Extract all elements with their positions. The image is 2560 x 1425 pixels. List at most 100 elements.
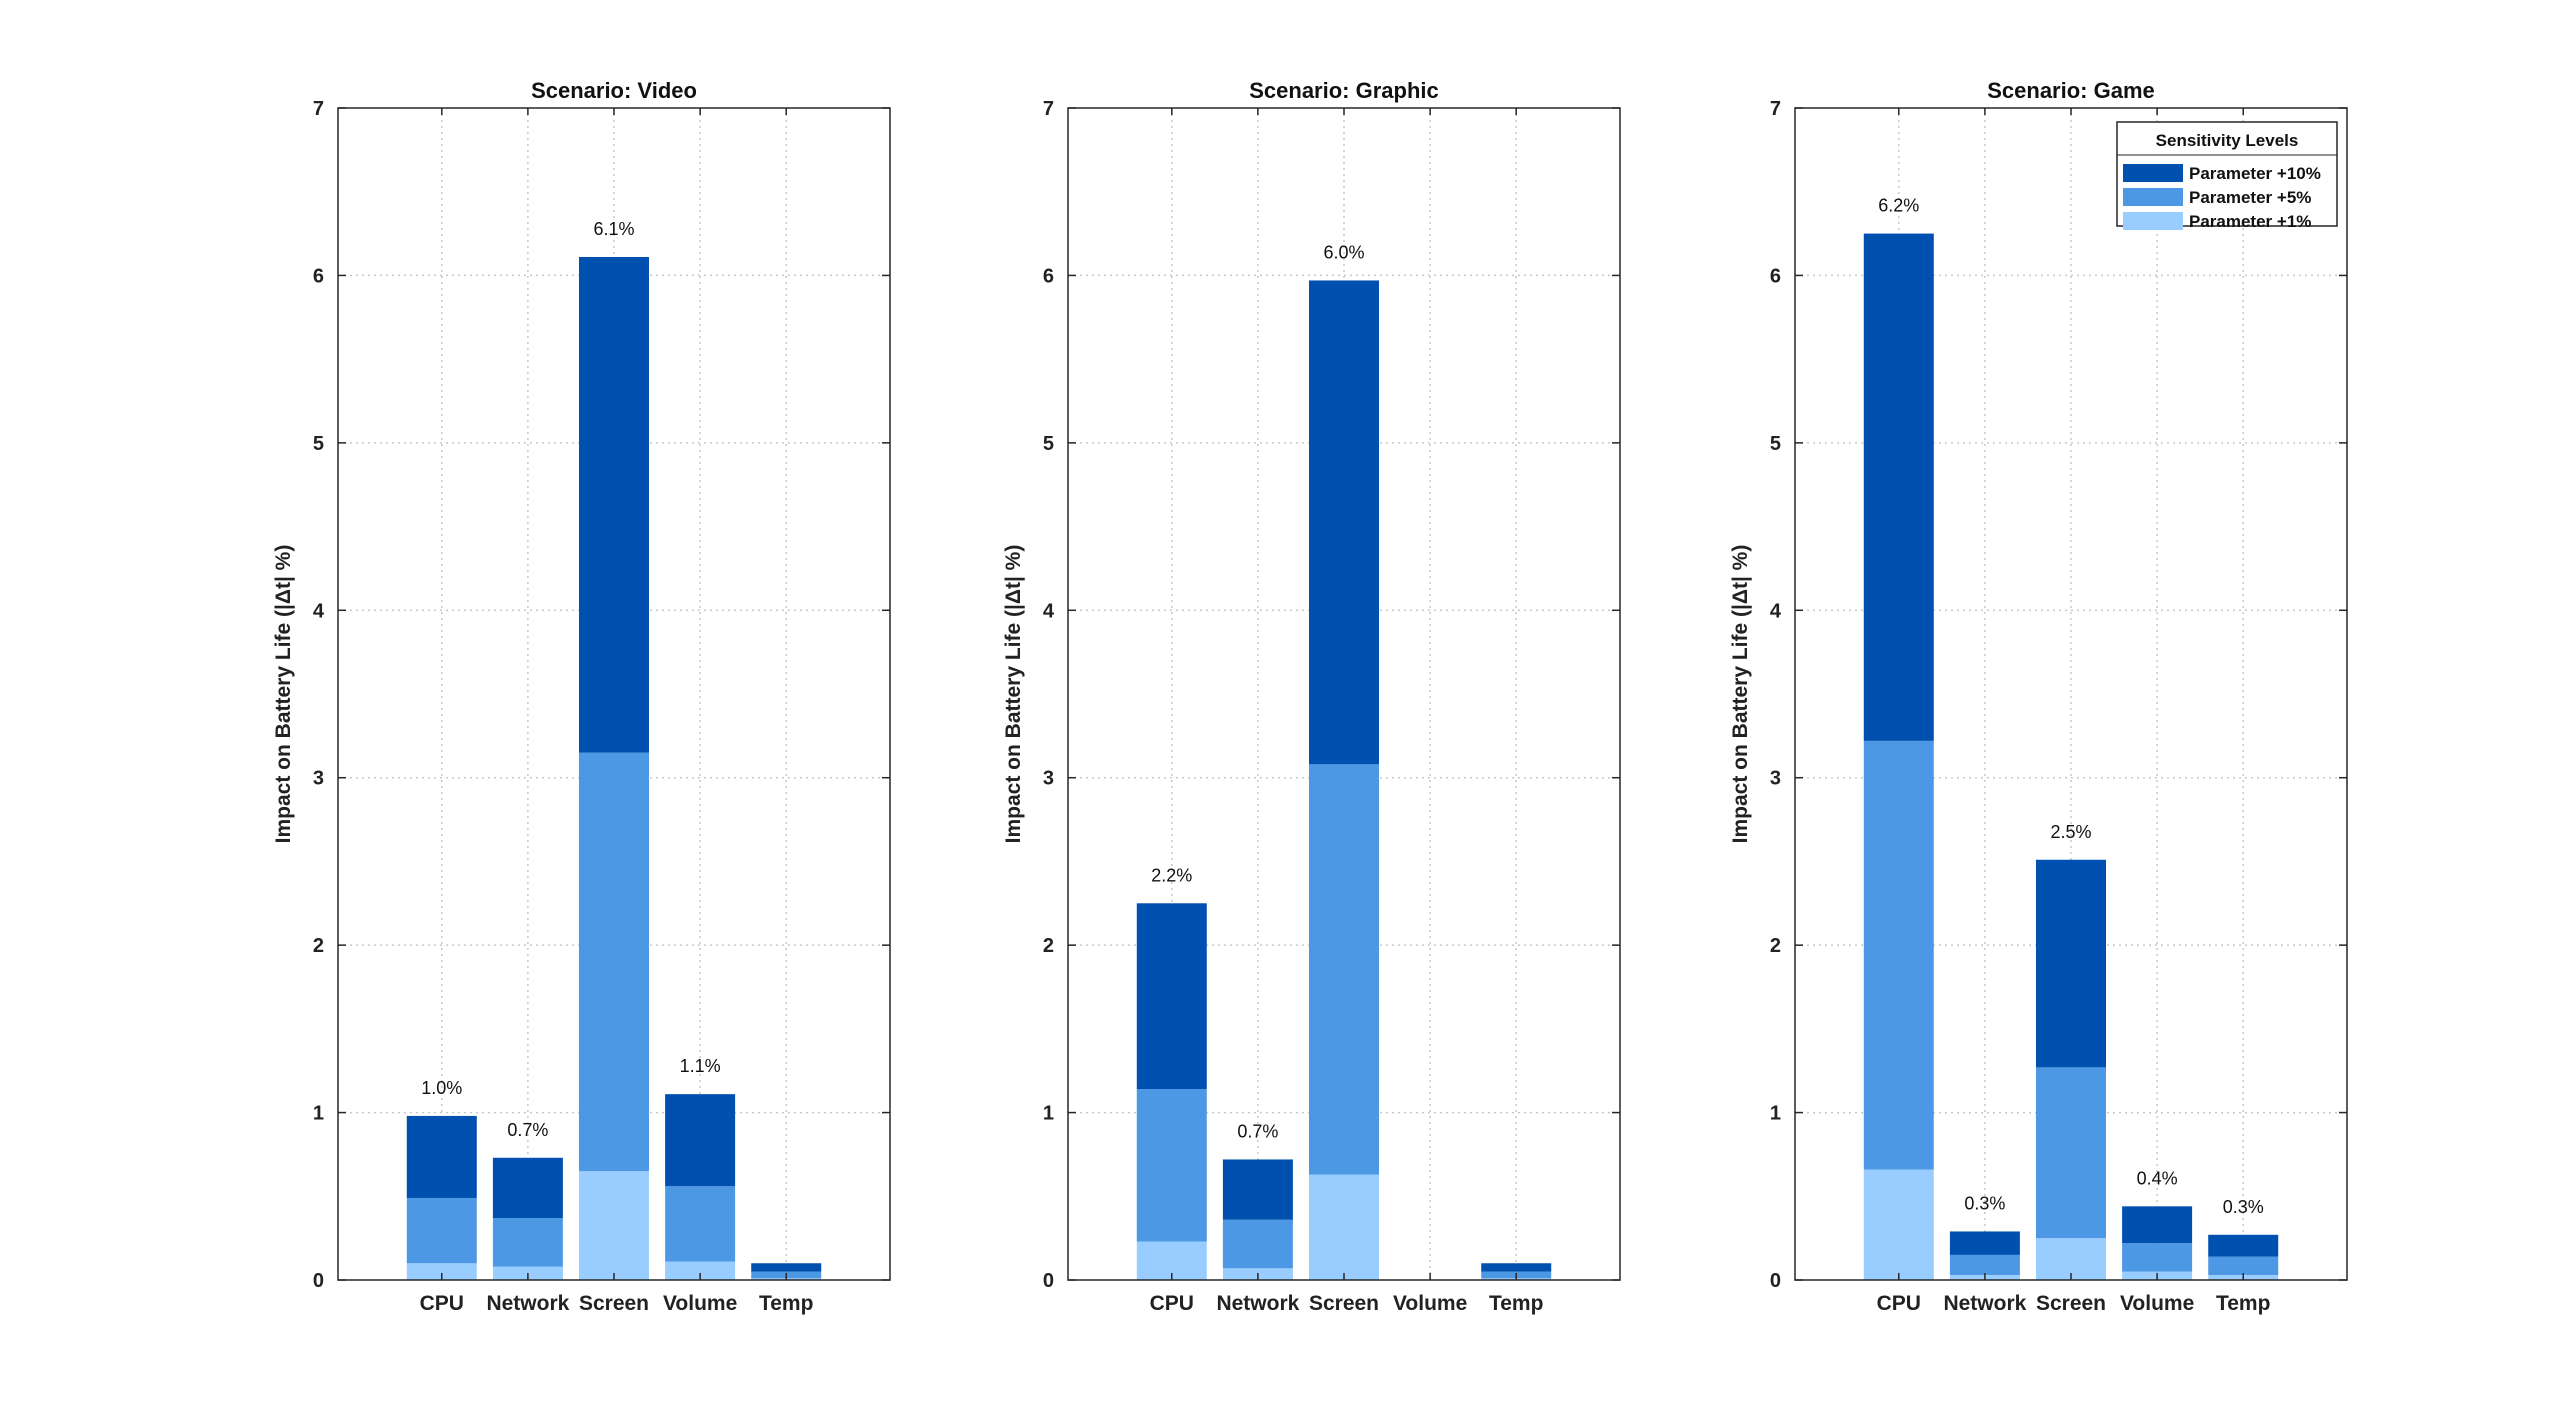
- x-tick-label: Temp: [759, 1292, 813, 1315]
- panel-title: Scenario: Video: [531, 78, 697, 103]
- bar-value-label: 6.0%: [1323, 242, 1364, 262]
- x-tick-label: Volume: [663, 1292, 737, 1315]
- bar-cpu-parameter5: [1863, 740, 1934, 1170]
- bar-screen-parameter5: [2036, 1067, 2106, 1239]
- x-tick-label: Screen: [2036, 1292, 2106, 1315]
- bar-volume-parameter1: [665, 1261, 736, 1280]
- bar-cpu-parameter1: [406, 1263, 477, 1280]
- bar-value-label: 1.1%: [680, 1056, 721, 1076]
- y-tick-label: 6: [1770, 265, 1781, 287]
- bar-screen-parameter10: [579, 257, 649, 753]
- legend-title: Sensitivity Levels: [2156, 131, 2299, 150]
- x-tick-label: Screen: [1309, 1292, 1379, 1315]
- bar-temp-parameter10: [2208, 1234, 2279, 1257]
- x-tick-label: Network: [1943, 1292, 2026, 1315]
- legend-entry-label: Parameter +1%: [2189, 212, 2311, 231]
- x-tick-label: CPU: [1150, 1292, 1194, 1315]
- bar-screen-parameter10: [1309, 280, 1379, 765]
- y-tick-label: 2: [313, 935, 324, 957]
- y-tick-label: 4: [313, 600, 325, 622]
- legend-swatch: [2123, 212, 2183, 230]
- bar-screen-parameter5: [579, 752, 649, 1172]
- y-axis-label: Impact on Battery Life (|Δt| %): [272, 545, 295, 844]
- y-tick-label: 7: [1770, 98, 1781, 120]
- bar-network-parameter10: [492, 1157, 563, 1219]
- panel-title: Scenario: Graphic: [1249, 78, 1439, 103]
- y-tick-label: 7: [313, 98, 324, 120]
- bar-cpu-parameter10: [1863, 233, 1934, 741]
- x-tick-label: Volume: [1393, 1292, 1467, 1315]
- bar-value-label: 6.2%: [1878, 196, 1919, 216]
- y-tick-label: 0: [1770, 1270, 1781, 1292]
- bar-network-parameter10: [1949, 1231, 2020, 1255]
- bar-volume-parameter10: [2122, 1206, 2193, 1244]
- y-tick-label: 1: [313, 1103, 324, 1125]
- y-tick-label: 2: [1770, 935, 1781, 957]
- bar-volume-parameter5: [2122, 1243, 2193, 1272]
- y-tick-label: 4: [1043, 600, 1055, 622]
- bar-volume-parameter10: [665, 1094, 736, 1187]
- x-tick-label: Temp: [1489, 1292, 1543, 1315]
- x-tick-label: Volume: [2120, 1292, 2194, 1315]
- y-tick-label: 0: [313, 1270, 324, 1292]
- bar-cpu-parameter5: [1136, 1089, 1207, 1242]
- bar-cpu-parameter1: [1863, 1169, 1934, 1280]
- bar-cpu-parameter5: [406, 1197, 477, 1264]
- x-tick-label: Network: [1216, 1292, 1299, 1315]
- x-tick-label: Screen: [579, 1292, 649, 1315]
- bar-cpu-parameter10: [406, 1115, 477, 1198]
- bar-screen-parameter1: [579, 1171, 649, 1280]
- chart-panel-1: 2.2% CPU 0.7% Network 6.0% Screen Volume Temp 0 1…: [1002, 78, 1621, 1315]
- chart-panel-2: 6.2% CPU 0.3% Network 2.5% Screen 0.4% Volume 0.…: [1729, 78, 2348, 1315]
- bar-value-label: 6.1%: [593, 219, 634, 239]
- bar-volume-parameter5: [665, 1186, 736, 1262]
- y-tick-label: 5: [313, 433, 324, 455]
- bar-screen-parameter5: [1309, 764, 1379, 1175]
- y-tick-label: 3: [1043, 768, 1054, 790]
- y-tick-label: 4: [1770, 600, 1782, 622]
- y-tick-label: 0: [1043, 1270, 1054, 1292]
- x-tick-label: CPU: [1877, 1292, 1921, 1315]
- axes-box: [1794, 107, 2348, 1281]
- x-tick-label: CPU: [420, 1292, 464, 1315]
- bar-value-label: 0.3%: [1964, 1193, 2005, 1213]
- bar-value-label: 2.5%: [2050, 822, 2091, 842]
- bar-screen-parameter1: [1309, 1174, 1379, 1280]
- legend-entry-label: Parameter +10%: [2189, 164, 2321, 183]
- bar-value-label: 0.7%: [1237, 1121, 1278, 1141]
- y-tick-label: 7: [1043, 98, 1054, 120]
- x-tick-label: Network: [486, 1292, 569, 1315]
- y-tick-label: 5: [1043, 433, 1054, 455]
- y-tick-label: 2: [1043, 935, 1054, 957]
- legend-swatch: [2123, 164, 2183, 182]
- bar-value-label: 0.7%: [507, 1120, 548, 1140]
- y-tick-label: 6: [313, 265, 324, 287]
- bar-network-parameter5: [1222, 1219, 1293, 1269]
- bar-temp-parameter5: [2208, 1256, 2279, 1275]
- bar-value-label: 1.0%: [421, 1078, 462, 1098]
- y-axis-label: Impact on Battery Life (|Δt| %): [1729, 545, 1752, 844]
- y-tick-label: 6: [1043, 265, 1054, 287]
- bar-temp-parameter10: [751, 1263, 822, 1272]
- y-tick-label: 1: [1770, 1103, 1781, 1125]
- y-tick-label: 5: [1770, 433, 1781, 455]
- chart-panel-0: 1.0% CPU 0.7% Network 6.1% Screen 1.1% Volume Te…: [272, 78, 891, 1315]
- bar-network-parameter5: [492, 1218, 563, 1267]
- y-tick-label: 3: [1770, 768, 1781, 790]
- bar-network-parameter5: [1949, 1254, 2020, 1275]
- axes-box: [1067, 107, 1621, 1281]
- y-tick-label: 3: [313, 768, 324, 790]
- legend: Sensitivity Levels Parameter +10% Paramete…: [2116, 121, 2338, 231]
- bar-screen-parameter10: [2036, 859, 2106, 1068]
- bar-value-label: 0.3%: [2223, 1197, 2264, 1217]
- bar-value-label: 2.2%: [1151, 865, 1192, 885]
- legend-swatch: [2123, 188, 2183, 206]
- bar-network-parameter10: [1222, 1159, 1293, 1220]
- bar-cpu-parameter10: [1136, 903, 1207, 1090]
- x-tick-label: Temp: [2216, 1292, 2270, 1315]
- y-axis-label: Impact on Battery Life (|Δt| %): [1002, 545, 1025, 844]
- legend-entry-label: Parameter +5%: [2189, 188, 2311, 207]
- bar-temp-parameter10: [1481, 1263, 1552, 1272]
